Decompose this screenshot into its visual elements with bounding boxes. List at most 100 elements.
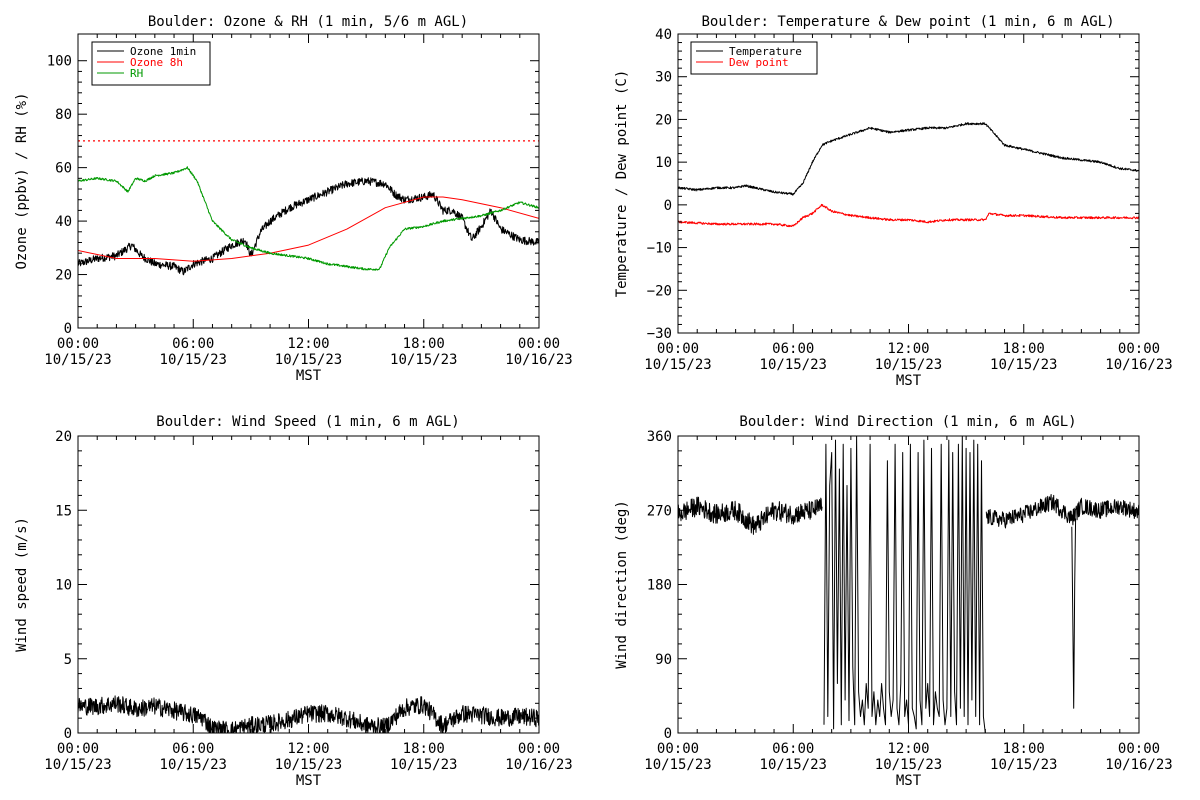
x-tick-label-date: 10/15/23 (390, 757, 457, 773)
x-tick-label-time: 00:00 (1118, 341, 1160, 357)
y-tick-label: 20 (55, 268, 72, 284)
x-tick-label-date: 10/15/23 (760, 357, 827, 373)
series-line-1 (823, 436, 986, 733)
x-axis-label: MST (896, 773, 922, 789)
y-tick-label: −10 (647, 241, 672, 257)
x-tick-label-date: 10/16/23 (505, 352, 572, 368)
axes-frame (677, 33, 1140, 334)
x-tick-label-time: 12:00 (287, 741, 329, 757)
y-tick-label: 40 (655, 27, 672, 43)
axes-ticks: −30−20−1001020304000:0010/15/2306:0010/1… (644, 27, 1172, 373)
x-axis-label: MST (896, 373, 922, 389)
series-line-0 (78, 695, 539, 733)
x-tick-label-time: 12:00 (887, 741, 929, 757)
x-tick-label-date: 10/16/23 (1105, 757, 1172, 773)
series-group (678, 122, 1139, 228)
x-tick-label-time: 00:00 (518, 741, 560, 757)
y-tick-label: −30 (647, 326, 672, 342)
x-tick-label-time: 00:00 (657, 741, 699, 757)
y-tick-label: 60 (55, 161, 72, 177)
series-line-2 (985, 494, 1139, 529)
series-line-temperature (678, 122, 1139, 196)
x-tick-label-date: 10/15/23 (644, 357, 711, 373)
x-tick-label-date: 10/15/23 (760, 757, 827, 773)
x-tick-label-date: 10/15/23 (875, 357, 942, 373)
y-tick-label: 5 (64, 652, 72, 668)
x-tick-label-date: 10/15/23 (44, 352, 111, 368)
x-tick-label-time: 18:00 (1003, 341, 1045, 357)
y-tick-label: 30 (655, 70, 672, 86)
panel-title: Boulder: Temperature & Dew point (1 min,… (701, 14, 1114, 30)
series-line-3 (1071, 518, 1077, 709)
y-tick-label: −20 (647, 283, 672, 299)
series-group (678, 436, 1139, 733)
x-tick-label-date: 10/16/23 (505, 757, 572, 773)
series-group (78, 695, 539, 733)
panel-title: Boulder: Wind Speed (1 min, 6 m AGL) (156, 414, 459, 430)
y-tick-label: 90 (655, 652, 672, 668)
y-axis-label: Wind speed (m/s) (14, 517, 30, 652)
axes-ticks: 0510152000:0010/15/2306:0010/15/2312:001… (44, 429, 572, 773)
plot-area (78, 695, 539, 733)
plot-area (678, 436, 1139, 733)
x-tick-label-time: 12:00 (887, 341, 929, 357)
panel-title: Boulder: Ozone & RH (1 min, 5/6 m AGL) (148, 14, 468, 30)
x-tick-label-time: 18:00 (403, 336, 445, 352)
y-tick-label: 180 (647, 578, 672, 594)
legend-label: Temperature (729, 45, 802, 58)
legend-box (690, 41, 818, 75)
x-tick-label-time: 00:00 (57, 336, 99, 352)
y-tick-label: 80 (55, 107, 72, 123)
x-axis-label: MST (296, 773, 322, 789)
wind-speed-panel: Boulder: Wind Speed (1 min, 6 m AGL) 0 5 1… (14, 414, 573, 789)
ozone-rh-panel: Boulder: Ozone & RH (1 min, 5/6 m AGL) 0… (14, 14, 573, 384)
x-tick-label-time: 00:00 (518, 336, 560, 352)
x-tick-label-date: 10/15/23 (275, 757, 342, 773)
y-axis-label: Ozone (ppbv) / RH (%) (14, 92, 30, 269)
x-axis-label: MST (296, 368, 322, 384)
series-line-dew-point (678, 203, 1139, 228)
x-tick-label-date: 10/15/23 (275, 352, 342, 368)
y-tick-label: 10 (55, 578, 72, 594)
plot-area (678, 122, 1139, 228)
y-tick-label: 270 (647, 503, 672, 519)
x-tick-label-date: 10/15/23 (44, 757, 111, 773)
y-tick-label: 100 (47, 54, 72, 70)
y-tick-label: 20 (55, 429, 72, 445)
x-tick-label-time: 18:00 (1003, 741, 1045, 757)
x-tick-label-time: 12:00 (287, 336, 329, 352)
series-group (78, 140, 539, 276)
legend-label: Ozone 8h (130, 56, 183, 69)
series-line-ozone-8h (78, 196, 539, 262)
x-tick-label-time: 06:00 (172, 741, 214, 757)
y-tick-label: 40 (55, 214, 72, 230)
y-tick-label: 0 (664, 726, 672, 742)
y-tick-label: 0 (64, 726, 72, 742)
x-tick-label-time: 06:00 (172, 336, 214, 352)
x-tick-label-time: 06:00 (772, 341, 814, 357)
x-tick-label-date: 10/15/23 (390, 352, 457, 368)
legend-label: Ozone 1min (130, 45, 196, 58)
x-tick-label-date: 10/15/23 (990, 757, 1057, 773)
temperature-dewpoint-panel: Boulder: Temperature & Dew point (1 min,… (614, 14, 1173, 389)
x-tick-label-time: 06:00 (772, 741, 814, 757)
y-tick-label: 20 (655, 112, 672, 128)
legend-label: RH (130, 67, 143, 80)
x-tick-label-date: 10/16/23 (1105, 357, 1172, 373)
plot-area (78, 140, 539, 276)
x-tick-label-date: 10/15/23 (160, 352, 227, 368)
axes-ticks: 09018027036000:0010/15/2306:0010/15/2312… (644, 429, 1172, 773)
x-tick-label-time: 00:00 (1118, 741, 1160, 757)
series-line-0 (678, 496, 823, 535)
x-tick-label-date: 10/15/23 (644, 757, 711, 773)
x-tick-label-date: 10/15/23 (160, 757, 227, 773)
y-axis-label: Wind direction (deg) (614, 500, 630, 669)
x-tick-label-date: 10/15/23 (990, 357, 1057, 373)
y-tick-label: 360 (647, 429, 672, 445)
y-tick-label: 10 (655, 155, 672, 171)
x-tick-label-time: 00:00 (57, 741, 99, 757)
axes-frame (77, 435, 540, 734)
x-tick-label-time: 00:00 (657, 341, 699, 357)
